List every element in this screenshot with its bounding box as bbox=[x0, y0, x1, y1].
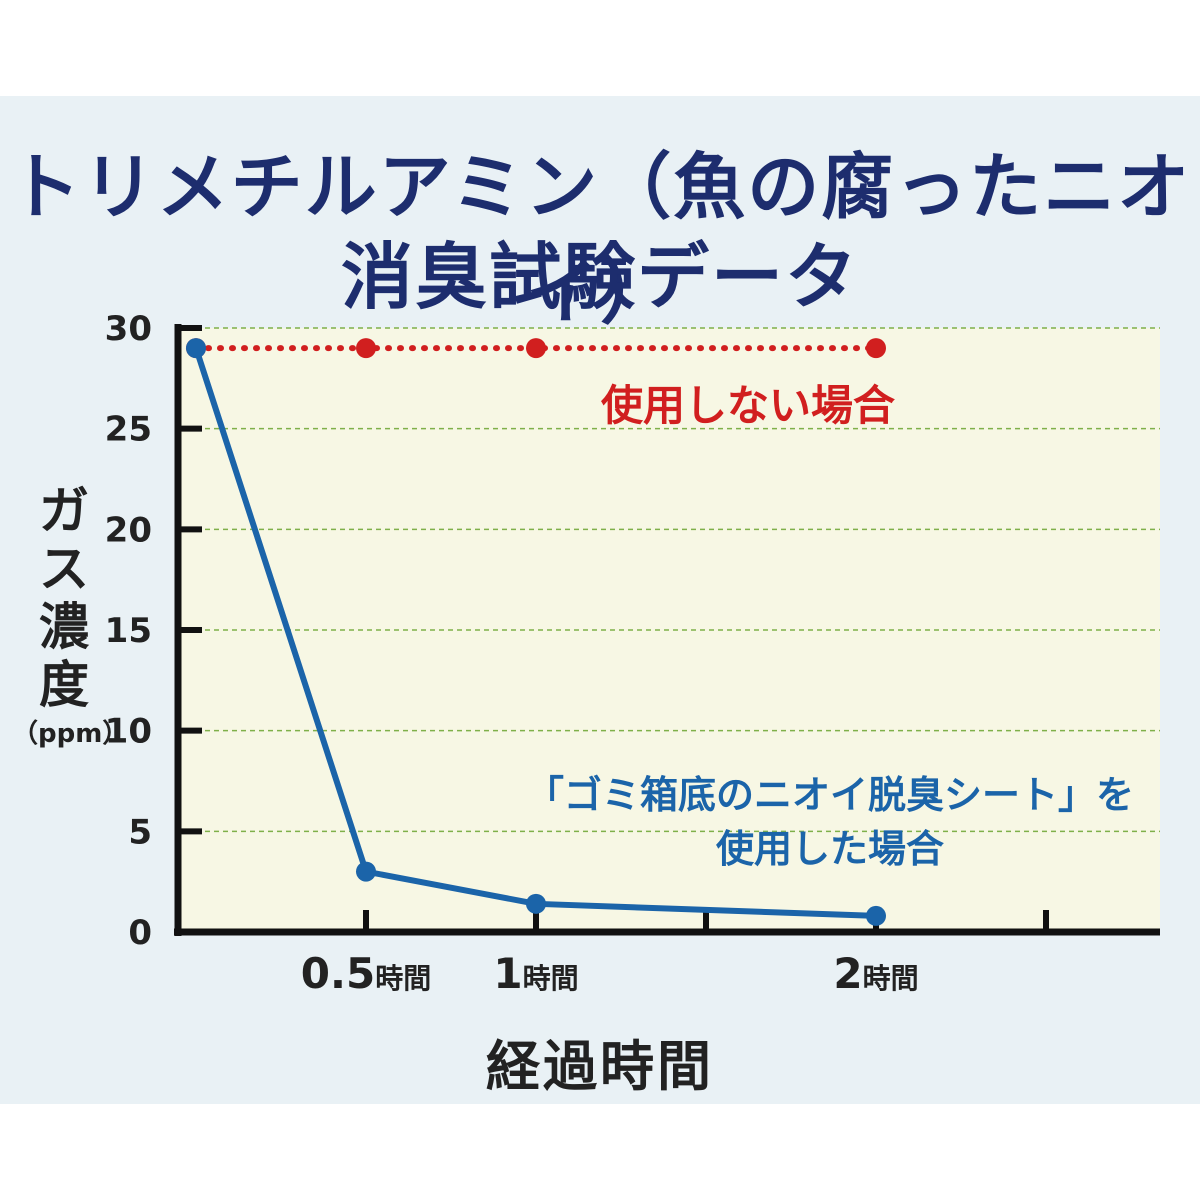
chart-title-line1: トリメチルアミン（魚の腐ったニオイ） bbox=[8, 145, 1192, 334]
point-untreated bbox=[866, 338, 886, 359]
point-treated bbox=[356, 861, 376, 882]
y-axis-label: ガス濃度 （ppm） bbox=[12, 482, 128, 754]
x-tick-label: 2時間 bbox=[833, 949, 918, 998]
x-axis-title: 経過時間 bbox=[486, 1035, 714, 1098]
y-tick-label: 10 bbox=[105, 712, 152, 752]
point-untreated bbox=[526, 338, 546, 359]
chart-title-line2: 消臭試験データ bbox=[340, 235, 859, 319]
y-tick-label: 5 bbox=[128, 812, 152, 852]
point-treated bbox=[186, 338, 206, 359]
label-untreated: 使用しない場合 bbox=[601, 381, 895, 430]
point-untreated bbox=[356, 338, 376, 359]
y-tick-label: 25 bbox=[105, 410, 152, 450]
x-tick-labels: 0.5時間 1時間 2時間 bbox=[301, 949, 919, 998]
point-treated bbox=[526, 893, 546, 914]
y-tick-labels: 0 5 10 15 20 25 30 bbox=[105, 309, 152, 953]
y-tick-label: 0 bbox=[128, 913, 152, 953]
x-tick-label: 0.5時間 bbox=[301, 949, 431, 998]
data-series bbox=[186, 338, 886, 926]
x-tick-label: 1時間 bbox=[493, 949, 578, 998]
axes bbox=[174, 324, 1160, 936]
y-tick-label: 30 bbox=[105, 309, 152, 349]
series-line-treated bbox=[193, 347, 877, 919]
y-tick-label: 20 bbox=[105, 510, 152, 550]
point-treated bbox=[866, 905, 886, 926]
label-treated-line2: 使用した場合 bbox=[716, 827, 944, 871]
gridlines bbox=[178, 327, 1160, 833]
y-tick-label: 15 bbox=[105, 611, 152, 651]
y-axis-label-text: ガス濃度 bbox=[39, 482, 89, 714]
y-axis-unit: （ppm） bbox=[12, 719, 129, 749]
label-treated-line1: 「ゴミ箱底のニオイ脱臭シート」を bbox=[526, 773, 1134, 817]
